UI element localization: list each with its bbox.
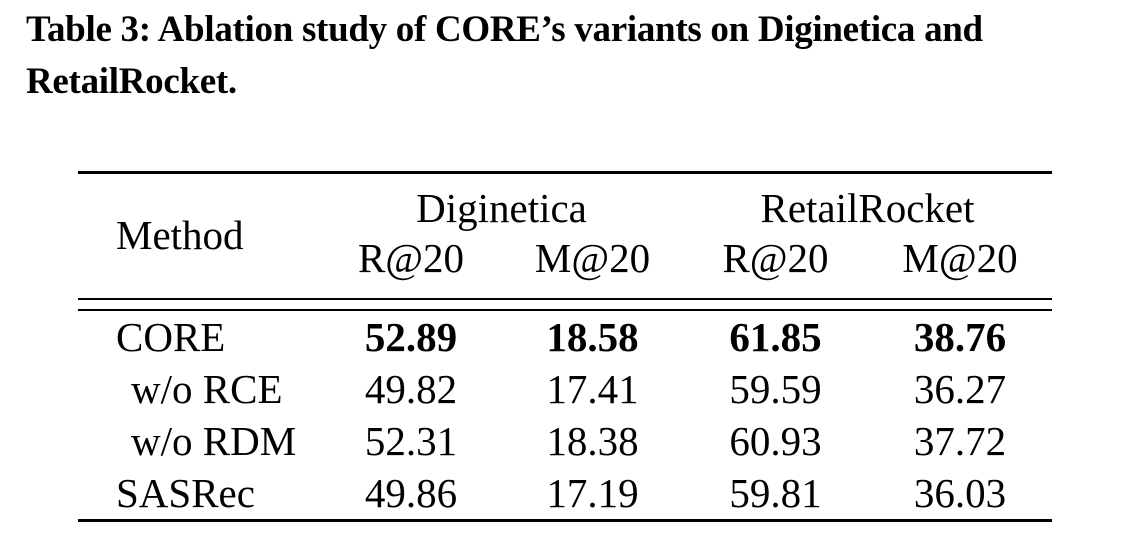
metric-header-diginetica-r20: R@20	[320, 234, 502, 300]
value-cell: 38.76	[913, 314, 1007, 360]
method-cell: w/o RCE	[131, 366, 283, 412]
metric-header-diginetica-m20: M@20	[502, 234, 683, 300]
group-header-retailrocket: RetailRocket	[760, 185, 975, 231]
value-cell: 18.38	[546, 418, 639, 464]
value-cell: 52.31	[364, 418, 458, 464]
value-cell: 18.58	[546, 314, 639, 360]
table-caption: Table 3: Ablation study of CORE’s varian…	[26, 9, 983, 102]
metric-header-retailrocket-r20: R@20	[683, 234, 868, 300]
table-row: SASRec 49.86 17.19 59.81 36.03	[78, 467, 1052, 521]
value-cell: 17.41	[546, 366, 639, 412]
group-header-row: Method Diginetica RetailRocket	[78, 172, 1052, 300]
metric-header-retailrocket-m20: M@20	[868, 234, 1052, 300]
method-cell: SASRec	[116, 470, 255, 516]
value-cell: 59.81	[729, 470, 822, 516]
value-cell: 37.72	[913, 418, 1007, 464]
table-row: CORE 52.89 18.58 61.85 38.76	[78, 310, 1052, 363]
method-cell: CORE	[116, 314, 226, 360]
metric-header-row: R@20 M@20 R@20 M@20	[78, 234, 1052, 300]
value-cell: 59.59	[729, 366, 822, 412]
ablation-table: Method Diginetica RetailRocket R@20 M@20…	[78, 171, 1052, 522]
value-cell: 49.86	[364, 470, 458, 516]
value-cell: 61.85	[729, 314, 822, 360]
table-body: CORE 52.89 18.58 61.85 38.76 w/o RCE 49.…	[78, 299, 1052, 521]
table-row: w/o RDM 52.31 18.38 60.93 37.72	[78, 415, 1052, 467]
value-cell: 17.19	[546, 470, 639, 516]
group-header-diginetica: Diginetica	[416, 185, 587, 231]
value-cell: 60.93	[729, 418, 822, 464]
method-cell: w/o RDM	[131, 418, 297, 464]
value-cell: 52.89	[364, 314, 458, 360]
column-header-method: Method	[78, 172, 320, 300]
header-body-separator	[78, 299, 1052, 311]
value-cell: 36.27	[913, 366, 1007, 412]
table-row: w/o RCE 49.82 17.41 59.59 36.27	[78, 363, 1052, 415]
table-header: Method Diginetica RetailRocket R@20 M@20…	[78, 172, 1052, 300]
value-cell: 36.03	[913, 470, 1007, 516]
value-cell: 49.82	[364, 366, 458, 412]
